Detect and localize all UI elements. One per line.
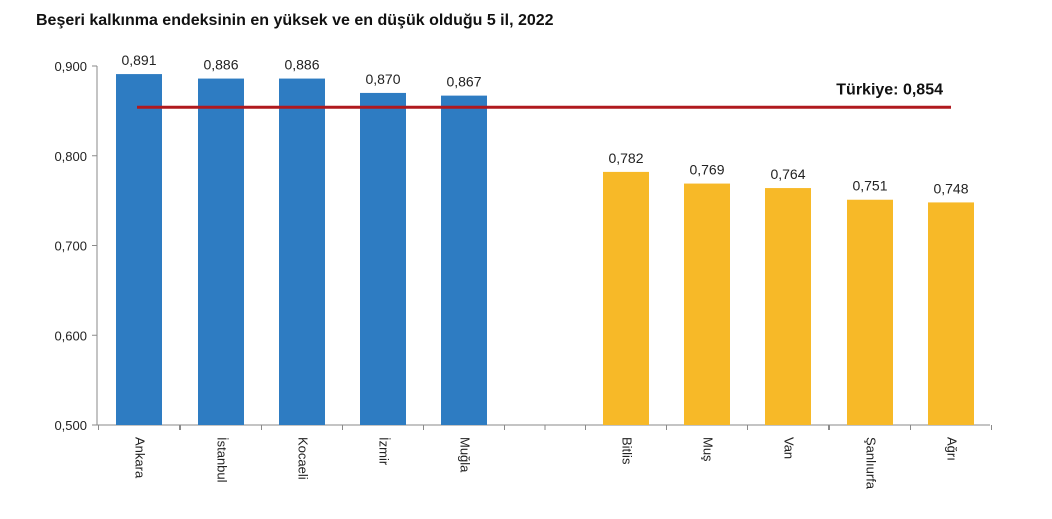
value-label-van: 0,764: [770, 166, 805, 182]
chart-title: Beşeri kalkınma endeksinin en yüksek ve …: [36, 12, 554, 29]
y-tick-label: 0,900: [54, 59, 87, 74]
category-label-mugla: Muğla: [458, 437, 473, 473]
value-label-izmir: 0,870: [365, 71, 400, 87]
category-label-istanbul: İstanbul: [215, 437, 230, 483]
bar-van: [765, 188, 811, 425]
bar-mus: [684, 183, 730, 425]
bar-ankara: [116, 74, 162, 425]
bar-agri: [928, 202, 974, 425]
value-label-istanbul: 0,886: [203, 57, 238, 73]
category-label-izmir: İzmir: [377, 437, 392, 466]
reference-line-label: Türkiye: 0,854: [836, 81, 943, 98]
category-label-ankara: Ankara: [133, 437, 148, 479]
y-tick-label: 0,800: [54, 149, 87, 164]
value-label-agri: 0,748: [933, 180, 968, 196]
bar-sanliurfa: [847, 199, 893, 425]
category-label-bitlis: Bitlis: [620, 437, 635, 465]
bar-bitlis: [603, 171, 649, 425]
value-label-mugla: 0,867: [446, 74, 481, 90]
category-label-sanliurfa: Şanlıurfa: [864, 437, 879, 490]
category-label-agri: Ağrı: [945, 437, 960, 461]
value-label-bitlis: 0,782: [608, 150, 643, 166]
category-label-mus: Muş: [701, 437, 716, 462]
bar-kocaeli: [279, 78, 325, 425]
value-label-kocaeli: 0,886: [284, 57, 319, 73]
y-tick-label: 0,500: [54, 418, 87, 433]
y-tick-label: 0,600: [54, 328, 87, 343]
value-label-mus: 0,769: [689, 162, 724, 178]
y-tick-label: 0,700: [54, 239, 87, 254]
bar-istanbul: [198, 78, 244, 425]
category-label-kocaeli: Kocaeli: [296, 437, 311, 480]
bar-izmir: [360, 92, 406, 426]
category-label-van: Van: [782, 437, 797, 459]
value-label-ankara: 0,891: [121, 52, 156, 68]
value-label-sanliurfa: 0,751: [852, 178, 887, 194]
bar-mugla: [441, 95, 487, 426]
